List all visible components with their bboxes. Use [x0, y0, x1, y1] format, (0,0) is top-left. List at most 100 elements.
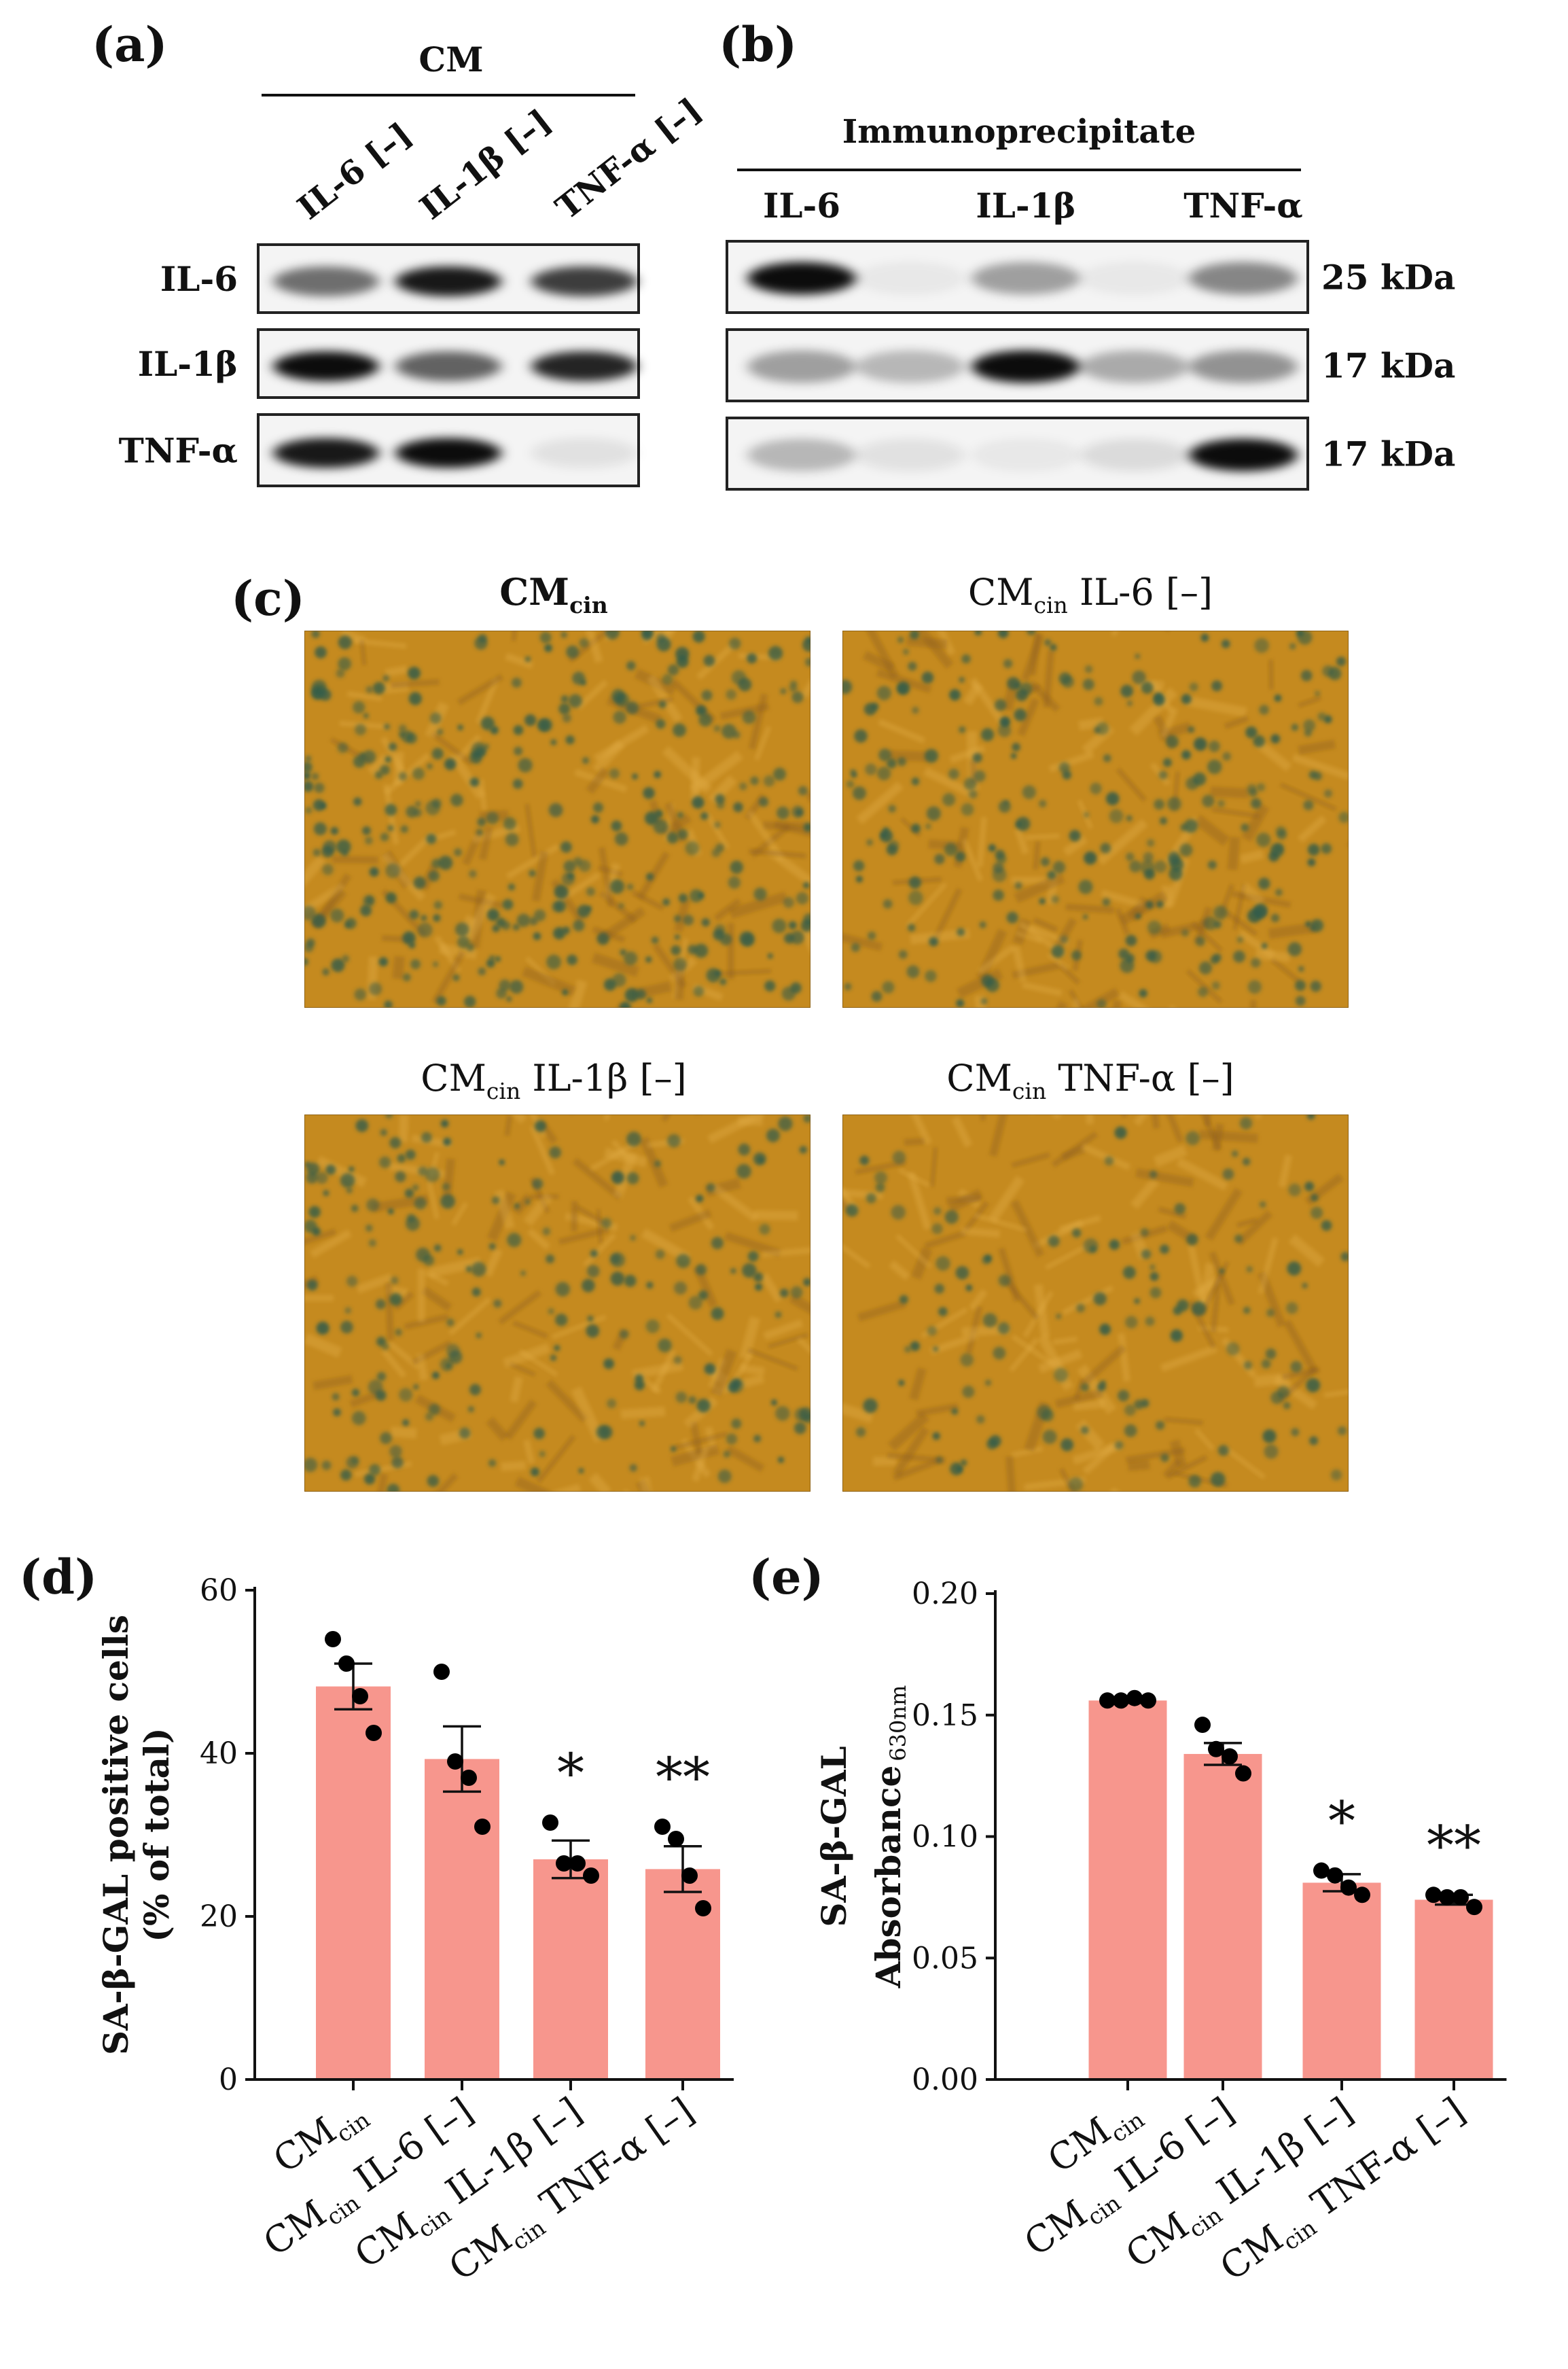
stained-cell: [1051, 945, 1065, 958]
micrograph: [842, 631, 1349, 1008]
stained-cell: [997, 1322, 1010, 1335]
stained-cell: [911, 777, 920, 786]
stained-cell: [874, 1171, 888, 1184]
stained-cell: [427, 1475, 440, 1488]
micrograph-title: CMcin IL-1β [–]: [421, 1057, 686, 1104]
stained-cell: [624, 987, 639, 1002]
stained-cell: [993, 889, 1004, 901]
stained-cell: [1310, 1206, 1323, 1219]
stained-cell: [984, 1380, 992, 1386]
stained-cell: [413, 876, 426, 890]
stained-cell: [368, 1380, 383, 1394]
stained-cell: [677, 828, 688, 840]
stained-cell: [363, 1473, 376, 1485]
stained-cell: [662, 898, 671, 906]
stained-cell: [1275, 888, 1283, 896]
stained-cell: [1236, 936, 1244, 943]
stained-cell: [1261, 1358, 1271, 1369]
stained-cell: [667, 664, 679, 675]
stained-cell: [467, 1406, 475, 1413]
stained-cell: [880, 832, 887, 839]
stained-cell: [1097, 1382, 1106, 1392]
stained-cell: [378, 957, 389, 967]
stained-cell: [455, 922, 469, 937]
stained-cell: [1300, 669, 1313, 682]
stained-cell: [775, 1405, 790, 1421]
stained-cell: [897, 757, 906, 767]
stained-cell: [988, 844, 997, 852]
stained-cell: [366, 1198, 380, 1212]
stained-cell: [908, 876, 921, 889]
stained-cell: [316, 1321, 329, 1335]
stained-cell: [1048, 1235, 1060, 1247]
stained-cell: [804, 657, 810, 667]
stained-cell: [1154, 799, 1165, 810]
stained-cell: [469, 751, 482, 764]
stained-cell: [1094, 726, 1101, 734]
stained-cell: [513, 724, 524, 735]
stained-cell: [1243, 1361, 1253, 1370]
stained-cell: [1146, 839, 1155, 847]
stained-cell: [711, 848, 721, 858]
stained-cell: [463, 996, 476, 1008]
stained-cell: [493, 1299, 502, 1308]
blot-band: [1189, 438, 1298, 472]
stained-cell: [476, 828, 484, 836]
stained-cell: [1068, 1477, 1084, 1492]
stained-cell: [703, 654, 715, 667]
stained-cell: [332, 1392, 340, 1401]
stained-cell: [1014, 881, 1022, 890]
stained-cell: [539, 1450, 546, 1458]
stained-cell: [924, 749, 939, 763]
stained-cell: [845, 1204, 859, 1217]
data-point: [569, 1855, 586, 1872]
stained-cell: [369, 867, 379, 877]
stained-cell: [842, 680, 853, 695]
stained-cell: [1058, 762, 1070, 773]
stained-cell: [533, 909, 546, 922]
stained-cell: [368, 1239, 376, 1247]
stained-cell: [613, 710, 626, 724]
stained-cell: [1338, 811, 1349, 824]
blot-band: [273, 438, 379, 468]
stained-cell: [851, 943, 860, 952]
stained-cell: [846, 780, 855, 788]
stained-cell: [355, 724, 367, 736]
stained-cell: [603, 1358, 615, 1369]
blot-band: [972, 262, 1080, 295]
data-point: [1222, 1748, 1238, 1765]
blot-band: [395, 351, 501, 381]
stained-cell: [1145, 900, 1154, 909]
stained-cell: [1003, 659, 1013, 669]
stained-cell: [646, 997, 653, 1004]
stained-cell: [355, 1119, 369, 1132]
label-main: CM: [441, 2216, 519, 2289]
stained-cell: [610, 1252, 626, 1267]
stained-cell: [898, 950, 908, 960]
y-tick-label: 0.15: [912, 1698, 978, 1733]
stained-cell: [626, 701, 639, 715]
data-point: [1327, 1867, 1343, 1884]
data-point: [1313, 1862, 1330, 1879]
stained-cell: [1305, 921, 1312, 928]
lane-label: TNF-α [–]: [549, 91, 709, 228]
stained-cell: [561, 872, 575, 886]
stained-cell: [530, 1467, 539, 1477]
stained-cell: [643, 787, 655, 799]
stained-cell: [313, 848, 321, 857]
stained-cell: [927, 1326, 938, 1336]
stained-cell: [488, 1459, 497, 1467]
stained-cell: [626, 661, 636, 671]
stained-cell: [1181, 929, 1190, 937]
stained-cell: [544, 644, 553, 652]
stained-cell: [673, 1281, 688, 1295]
stained-cell: [1082, 678, 1094, 690]
lane-label: TNF-α: [1183, 186, 1302, 226]
stained-cell: [656, 633, 666, 643]
label-main: CM: [1118, 2204, 1196, 2277]
stained-cell: [1100, 843, 1111, 854]
stained-cell: [764, 980, 776, 992]
blot-panel-a-row: IL-6: [160, 243, 640, 314]
stained-cell: [1186, 1131, 1200, 1146]
stained-cell: [878, 748, 891, 762]
